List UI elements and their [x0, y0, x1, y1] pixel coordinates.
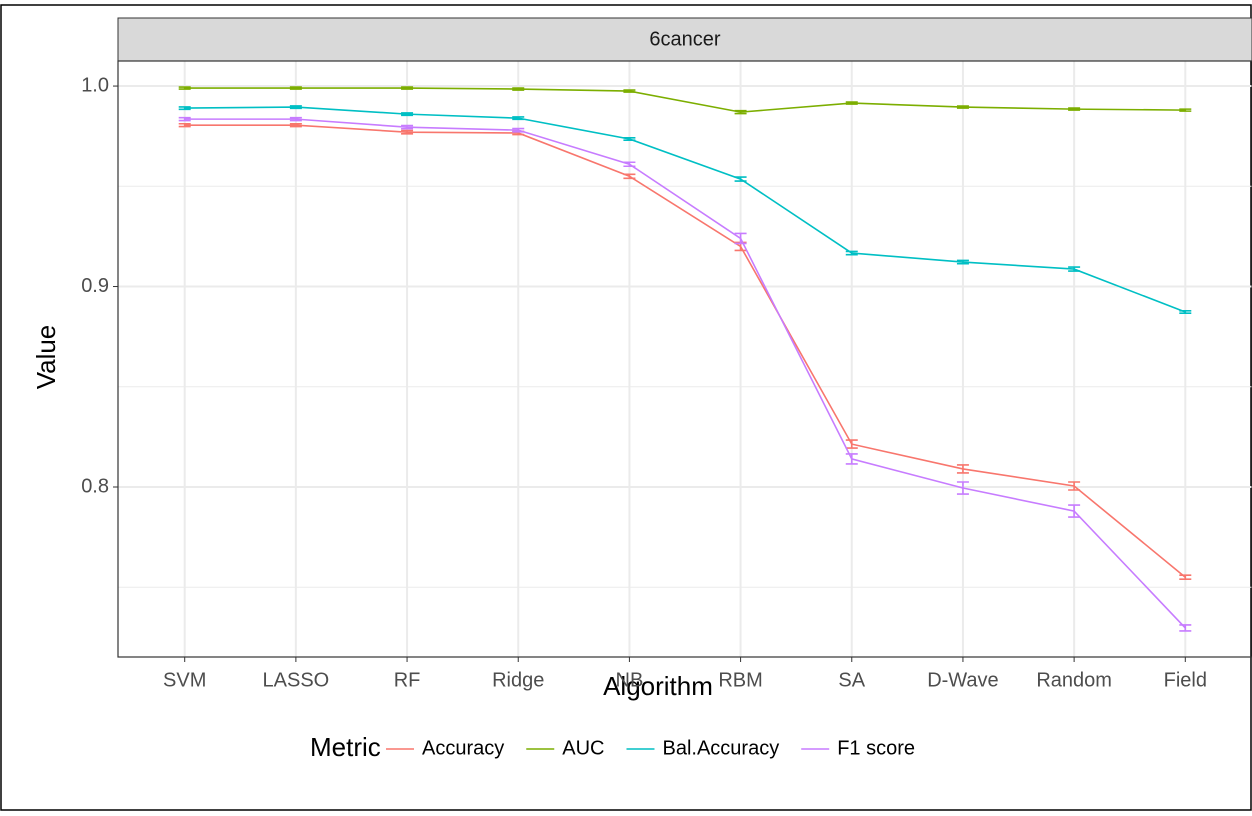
legend-label: Accuracy [422, 737, 504, 759]
error-bar [289, 105, 302, 110]
series-line [184, 124, 1186, 578]
error-bar [1068, 107, 1081, 111]
x-tick-label: SA [838, 669, 865, 691]
series-line [184, 106, 1186, 313]
legend-title: Metric [310, 732, 381, 762]
error-bar [178, 106, 191, 111]
y-tick-label: 1.0 [81, 74, 109, 96]
error-bar [178, 122, 191, 128]
error-bar [401, 124, 414, 130]
error-bar [845, 453, 858, 465]
x-tick-label: RBM [718, 669, 762, 691]
error-bar [401, 129, 414, 135]
error-bar [734, 176, 747, 182]
error-bar [512, 127, 525, 133]
error-bar [401, 112, 414, 117]
error-bar [845, 250, 858, 256]
panel-border [117, 60, 1252, 658]
legend-label: F1 score [837, 737, 915, 759]
error-bar [734, 109, 747, 115]
x-axis-title: Algorithm [603, 671, 713, 701]
x-tick-label: Ridge [492, 669, 544, 691]
strip-label: 6cancer [649, 28, 720, 50]
y-tick-label: 0.8 [81, 475, 109, 497]
error-bar [845, 439, 858, 449]
x-tick-label: RF [394, 669, 421, 691]
error-bar [734, 232, 747, 245]
x-tick-label: Random [1036, 669, 1112, 691]
x-tick-label: NB [616, 669, 644, 691]
error-bar [1068, 481, 1081, 491]
error-bar [623, 161, 636, 168]
x-tick-label: Field [1164, 669, 1207, 691]
error-bar [1179, 624, 1192, 632]
error-bar [623, 173, 636, 180]
x-tick-label: SVM [163, 669, 206, 691]
error-bar [289, 86, 302, 90]
error-bar [1179, 309, 1192, 314]
error-bar [956, 259, 969, 265]
error-bar [178, 116, 191, 122]
error-bar [956, 464, 969, 474]
error-bar [1068, 504, 1081, 518]
error-bar [289, 122, 302, 128]
x-tick-label: D-Wave [927, 669, 998, 691]
error-bar [512, 87, 525, 91]
error-bar [289, 116, 302, 122]
error-bar [956, 105, 969, 109]
error-bar [956, 481, 969, 495]
error-bar [623, 136, 636, 141]
frame [0, 4, 1252, 811]
series-line [184, 87, 1186, 113]
error-bar [178, 86, 191, 90]
error-bar [1179, 574, 1192, 581]
legend-label: AUC [562, 737, 604, 759]
x-tick-label: LASSO [263, 669, 330, 691]
series-line [184, 118, 1186, 629]
error-bar [623, 89, 636, 93]
error-bar [845, 101, 858, 105]
error-bar [512, 116, 525, 121]
y-tick-label: 0.9 [81, 275, 109, 297]
error-bar [401, 86, 414, 90]
error-bar [1179, 108, 1192, 112]
legend-label: Bal.Accuracy [662, 737, 779, 759]
y-axis-title: Value [31, 325, 61, 390]
error-bar [1068, 266, 1081, 272]
